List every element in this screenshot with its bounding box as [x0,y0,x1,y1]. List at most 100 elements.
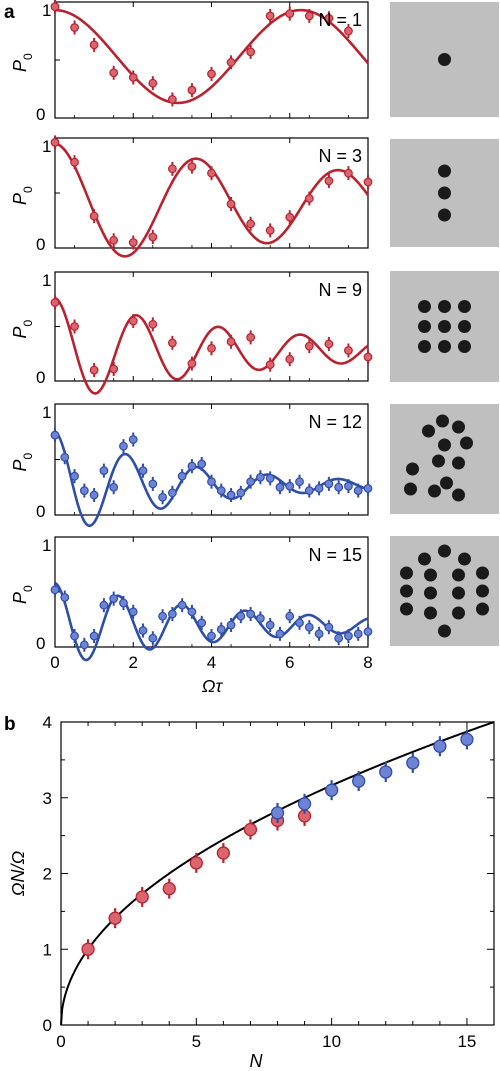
x-tick-label: 4 [207,653,216,672]
data-point [226,620,236,630]
n-label: N = 3 [318,146,362,166]
data-point [216,846,231,860]
data-point [187,607,197,617]
data-point [119,441,128,451]
y-axis-label: P0 [10,186,35,205]
data-point [304,11,314,21]
data-point [70,157,79,167]
y-axis-label-sub: 0 [21,452,35,459]
data-point [167,95,177,104]
y-axis-label-main: P [10,592,30,604]
atom-dot [418,300,431,313]
atom-dot [424,586,437,600]
atom-dot [476,602,489,616]
atom-dot [458,340,471,353]
y-tick-label: 1 [42,271,51,290]
atom-dot [452,568,465,582]
y-axis-label-sub: 0 [21,186,35,193]
data-point [265,473,275,483]
data-point [138,466,148,476]
atom-dot [438,340,451,353]
data-point [344,346,353,355]
data-point [148,319,158,329]
y-axis-label-main: P [10,193,30,205]
data-point [379,765,393,779]
data-point [236,488,246,498]
data-point [226,490,236,500]
atom-dot [452,488,465,502]
y-axis-label-main: P [10,326,30,338]
data-point [295,618,304,628]
data-point [50,298,60,307]
data-point [108,911,122,925]
y-axis-label-sub: 0 [21,53,35,60]
data-point [109,235,119,245]
atom-dot [422,424,435,438]
y-axis-label-main: P [10,60,30,72]
data-point [109,594,119,603]
x-tick-label: 5 [192,1032,201,1051]
x-tick-label: 8 [363,653,372,672]
plot-frame [60,721,495,1026]
x-tick-label: 2 [129,653,138,672]
y-tick-label: 0 [36,368,45,387]
fit-curve [54,8,369,105]
data-point [70,322,79,331]
atom-dot [452,606,465,620]
data-point [324,622,334,632]
atom-array-2 [390,139,499,247]
data-point [70,471,79,481]
data-point [275,482,285,492]
data-point [128,435,138,444]
data-point [135,890,149,904]
y-axis-label-main: P [10,459,30,471]
atom-dot [452,420,465,434]
data-point [148,479,158,489]
n-label: N = 15 [308,545,362,565]
data-point [79,640,89,650]
data-point [167,609,177,619]
data-point [334,633,344,643]
data-point [304,194,314,203]
data-point [363,627,373,636]
data-point [50,585,60,595]
atom-dot [424,568,437,582]
atom-dot [424,606,437,620]
data-point [89,211,99,221]
y-tick-label: 1 [42,137,51,156]
y-tick-label: 4 [43,713,52,732]
data-point [324,783,339,797]
data-point [314,629,324,639]
data-point [207,69,216,79]
data-point [363,352,373,362]
data-point [167,338,177,348]
data-point [119,598,128,608]
atom-dot [406,462,419,476]
data-point [344,26,353,36]
data-point [207,631,216,641]
data-point [270,806,285,820]
atom-dot [438,53,451,66]
fit-curve [54,582,369,662]
data-point [275,629,285,639]
y-tick-label: 0 [36,502,45,521]
data-point [324,13,334,23]
y-tick-label: 2 [43,865,52,884]
atom-dot [458,320,471,333]
data-point [81,942,95,956]
data-point [353,629,363,639]
data-point [167,488,177,498]
data-point [265,11,275,21]
x-tick-label: 10 [322,1032,341,1051]
data-point [216,486,226,495]
data-point [460,732,474,747]
data-point [285,9,295,18]
atom-dot [418,340,431,353]
data-point [70,23,79,32]
atom-dot [438,320,451,333]
y-axis-label-sub: 0 [21,319,35,326]
data-point [148,78,158,88]
atom-dot [438,164,451,178]
panel-b-label: b [4,714,16,735]
data-point [50,430,60,440]
